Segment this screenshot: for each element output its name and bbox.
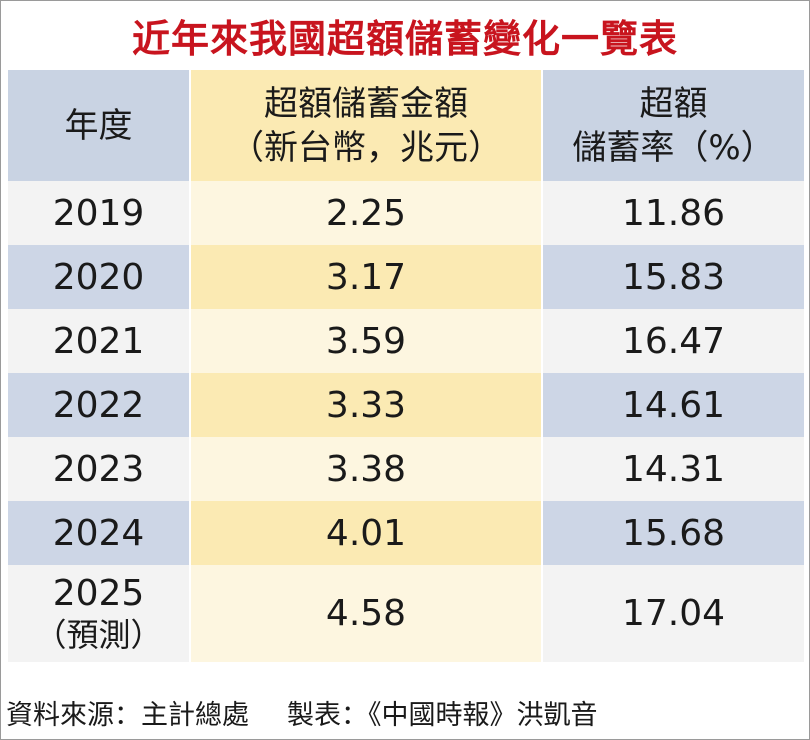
- table-row: 2024 4.01 15.68: [6, 501, 806, 565]
- header-amount-line1: 超額儲蓄金額: [264, 83, 468, 124]
- cell-rate: 11.86: [541, 181, 806, 245]
- cell-amount: 4.58: [189, 565, 543, 662]
- cell-amount: 3.33: [189, 373, 543, 437]
- savings-table: 年度 超額儲蓄金額 （新台幣，兆元） 超額 儲蓄率（%） 2019 2.25 1…: [6, 70, 806, 662]
- header-rate: 超額 儲蓄率（%）: [541, 70, 806, 181]
- cell-amount: 4.01: [189, 501, 543, 565]
- table-row: 2020 3.17 15.83: [6, 245, 806, 309]
- cell-rate: 16.47: [541, 309, 806, 373]
- credit-text: 製表：《中國時報》洪凱音: [287, 699, 598, 731]
- cell-year: 2022: [6, 373, 191, 437]
- cell-year-note: （預測）: [34, 615, 163, 654]
- source-text: 資料來源：主計總處: [6, 699, 249, 731]
- cell-year: 2021: [6, 309, 191, 373]
- table-row: 2025 （預測） 4.58 17.04: [6, 565, 806, 662]
- cell-amount: 2.25: [189, 181, 543, 245]
- cell-rate: 17.04: [541, 565, 806, 662]
- header-year: 年度: [6, 70, 191, 181]
- cell-amount: 3.59: [189, 309, 543, 373]
- table-row: 2023 3.38 14.31: [6, 437, 806, 501]
- table-row: 2021 3.59 16.47: [6, 309, 806, 373]
- cell-year-value: 2025: [52, 572, 145, 614]
- cell-year: 2025 （預測）: [6, 565, 191, 662]
- cell-year: 2023: [6, 437, 191, 501]
- cell-amount: 3.38: [189, 437, 543, 501]
- cell-rate: 15.68: [541, 501, 806, 565]
- page-title: 近年來我國超額儲蓄變化一覽表: [131, 16, 678, 61]
- header-amount-line2: （新台幣，兆元）: [230, 127, 502, 168]
- table-header-row: 年度 超額儲蓄金額 （新台幣，兆元） 超額 儲蓄率（%）: [6, 70, 806, 181]
- cell-rate: 15.83: [541, 245, 806, 309]
- table-row: 2019 2.25 11.86: [6, 181, 806, 245]
- cell-year: 2020: [6, 245, 191, 309]
- header-rate-line1: 超額: [639, 83, 708, 124]
- cell-year: 2024: [6, 501, 191, 565]
- cell-year: 2019: [6, 181, 191, 245]
- source-line: 資料來源：主計總處 製表：《中國時報》洪凱音: [6, 688, 806, 736]
- table-row: 2022 3.33 14.61: [6, 373, 806, 437]
- cell-rate: 14.61: [541, 373, 806, 437]
- cell-amount: 3.17: [189, 245, 543, 309]
- header-amount: 超額儲蓄金額 （新台幣，兆元）: [189, 70, 543, 181]
- header-rate-line2: 儲蓄率（%）: [572, 127, 775, 168]
- cell-rate: 14.31: [541, 437, 806, 501]
